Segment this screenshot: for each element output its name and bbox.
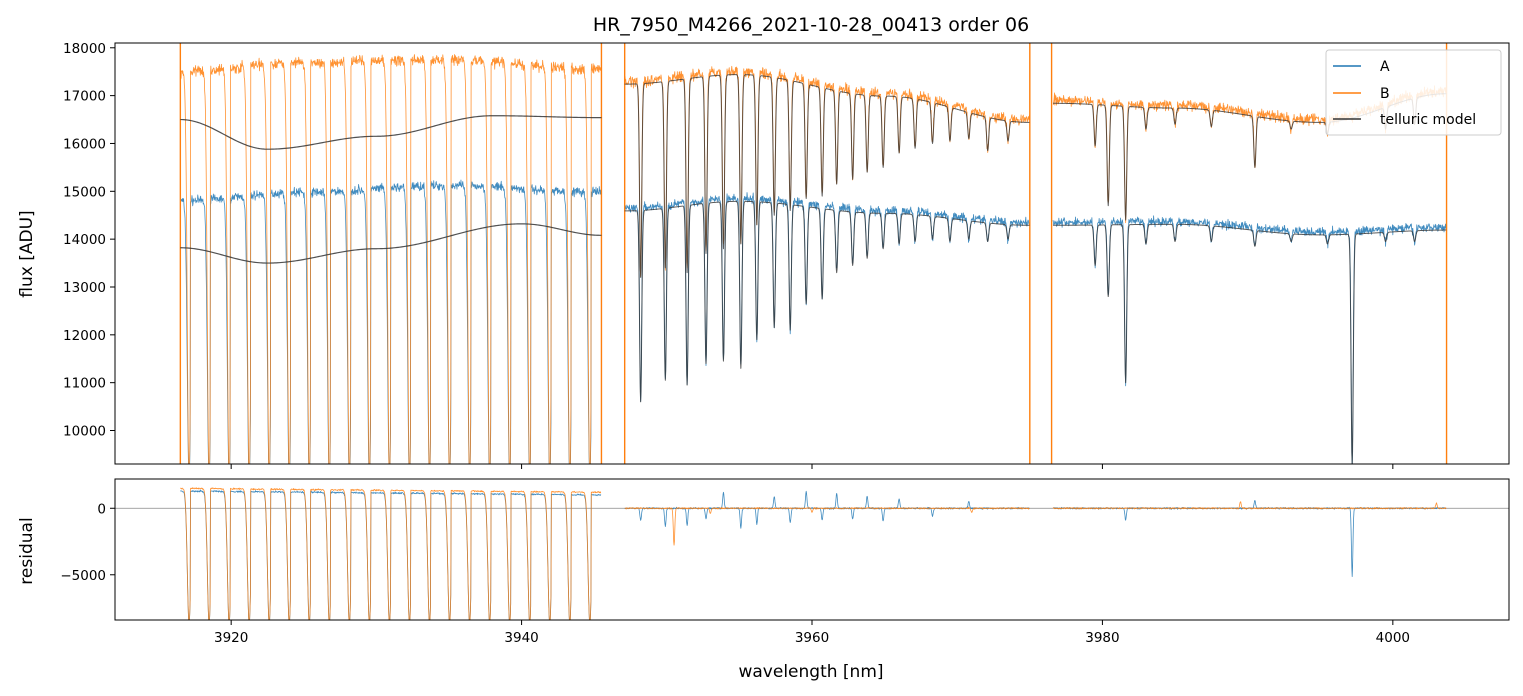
legend-label-telluric-model: telluric model xyxy=(1380,112,1476,128)
legend-label-b: B xyxy=(1380,86,1390,102)
residual-y-axis-label: residual xyxy=(17,517,37,584)
y-tick-label: 0 xyxy=(97,501,106,517)
series-a-segment-2 xyxy=(624,192,1030,402)
residual-panel: 3920 3940 3960 3980 4000 −5000 0 residual wav… xyxy=(17,478,1510,682)
residual-a-segment-2 xyxy=(624,490,1030,529)
flux-panel: 10000 11000 12000 13000 14000 15000 16000 17000… xyxy=(17,41,1510,469)
telluric-model-a-segment-2 xyxy=(624,200,1030,403)
residual-plot-area xyxy=(115,487,1509,620)
flux-axes-frame xyxy=(114,42,1510,465)
y-tick-label: 13000 xyxy=(63,280,106,296)
telluric-model-b-segment-2 xyxy=(624,74,1030,278)
flux-x-ticks xyxy=(230,464,1394,469)
residual-x-ticks: 3920 3940 3960 3980 4000 xyxy=(214,620,1410,646)
series-a-segment-3 xyxy=(1052,215,1447,464)
telluric-model-a-smooth-curve xyxy=(180,223,602,264)
y-tick-label: 17000 xyxy=(63,89,106,105)
legend-label-a: A xyxy=(1380,59,1390,75)
y-tick-label: 18000 xyxy=(63,41,106,57)
residual-b-segment-1 xyxy=(180,487,602,620)
residual-y-ticks: −5000 0 xyxy=(60,501,115,584)
residual-a-segment-3 xyxy=(1052,499,1447,577)
flux-plot-area xyxy=(179,43,1448,464)
y-tick-label: 15000 xyxy=(63,184,106,200)
flux-y-axis-label: flux [ADU] xyxy=(17,210,37,297)
x-tick-label: 3920 xyxy=(214,630,248,646)
x-tick-label: 4000 xyxy=(1376,630,1410,646)
x-tick-label: 3960 xyxy=(795,630,829,646)
y-tick-label: 12000 xyxy=(63,328,106,344)
y-tick-label: 16000 xyxy=(63,136,106,152)
series-b-segment-2 xyxy=(624,65,1030,277)
telluric-model-a-segment-3 xyxy=(1052,223,1447,464)
chart-title: HR_7950_M4266_2021-10-28_00413 order 06 xyxy=(593,14,1029,36)
series-b-segment-1 xyxy=(179,54,602,464)
residual-b-segment-2 xyxy=(624,506,1030,546)
y-tick-label: 10000 xyxy=(63,424,106,440)
legend-box xyxy=(1325,49,1502,136)
telluric-model-b-smooth-curve xyxy=(180,115,602,150)
x-tick-label: 3980 xyxy=(1085,630,1119,646)
x-axis-label: wavelength [nm] xyxy=(738,662,883,682)
x-tick-label: 3940 xyxy=(504,630,538,646)
y-tick-label: 11000 xyxy=(63,376,106,392)
y-tick-label: 14000 xyxy=(63,232,106,248)
legend: A B telluric model xyxy=(1325,49,1502,136)
y-tick-label: −5000 xyxy=(60,568,106,584)
residual-b-segment-3 xyxy=(1052,501,1447,510)
residual-axes-frame xyxy=(114,478,1510,621)
flux-y-ticks: 10000 11000 12000 13000 14000 15000 16000 17000… xyxy=(63,41,115,440)
